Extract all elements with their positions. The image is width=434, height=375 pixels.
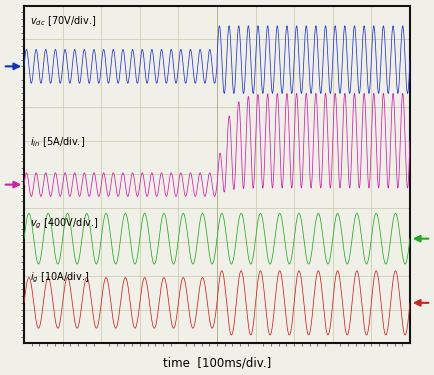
Text: $v_g$ [400V/div.]: $v_g$ [400V/div.] <box>30 217 99 231</box>
X-axis label: time  [100ms/div.]: time [100ms/div.] <box>163 357 271 369</box>
Text: $v_{dc}$ [70V/div.]: $v_{dc}$ [70V/div.] <box>30 14 96 28</box>
Text: $i_{in}$ [5A/div.]: $i_{in}$ [5A/div.] <box>30 136 85 149</box>
Text: $i_g$ [10A/div.]: $i_g$ [10A/div.] <box>30 271 89 285</box>
